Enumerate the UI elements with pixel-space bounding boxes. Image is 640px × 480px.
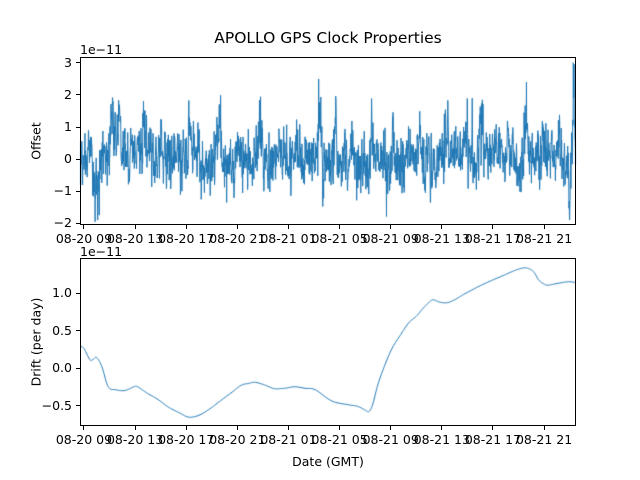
x-axis-label: Date (GMT) <box>292 454 364 469</box>
offset-x-tick-label: 08-21 09 <box>362 231 419 246</box>
drift-y-tick-mark <box>76 367 80 369</box>
drift-x-tick-label: 08-20 21 <box>209 432 266 447</box>
offset-y-tick-mark <box>76 190 80 192</box>
offset-y-tick-mark <box>76 126 80 128</box>
offset-x-tick-label: 08-21 17 <box>464 231 522 246</box>
offset-axes-frame <box>80 57 576 225</box>
drift-x-tick-label: 08-21 17 <box>464 432 522 447</box>
offset-x-tick-label: 08-21 13 <box>413 231 470 246</box>
offset-x-tick-label: 08-20 09 <box>55 231 113 246</box>
offset-x-tick-label: 08-21 05 <box>311 231 368 246</box>
offset-y-tick-label: −2 <box>53 215 72 231</box>
drift-x-tick-label: 08-21 05 <box>311 432 368 447</box>
drift-x-tick-mark <box>83 426 85 430</box>
drift-x-tick-label: 08-20 09 <box>55 432 113 447</box>
offset-y-tick-label: 2 <box>64 86 72 102</box>
drift-scale-factor-text: 1e−11 <box>80 244 123 259</box>
drift-x-tick-mark <box>441 426 443 430</box>
offset-y-tick-label: 0 <box>64 151 72 167</box>
offset-x-tick-mark <box>543 225 545 229</box>
drift-x-tick-mark <box>543 426 545 430</box>
offset-y-tick-label: 3 <box>64 54 72 70</box>
drift-y-tick-label: −0.5 <box>41 397 72 413</box>
drift-x-tick-label: 08-21 09 <box>362 432 419 447</box>
offset-x-tick-label: 08-21 01 <box>260 231 317 246</box>
drift-x-tick-mark <box>236 426 238 430</box>
offset-y-tick-mark <box>76 62 80 64</box>
offset-x-tick-mark <box>287 225 289 229</box>
offset-x-tick-mark <box>236 225 238 229</box>
offset-x-tick-mark <box>492 225 494 229</box>
offset-x-tick-label: 08-20 17 <box>158 231 215 246</box>
drift-x-tick-mark <box>492 426 494 430</box>
offset-x-tick-mark <box>134 225 136 229</box>
drift-x-tick-mark <box>339 426 341 430</box>
offset-y-axis-label: Offset <box>28 122 44 160</box>
drift-axes-frame <box>80 258 576 426</box>
drift-x-tick-label: 08-20 13 <box>106 432 164 447</box>
drift-y-tick-mark <box>76 292 80 294</box>
offset-x-tick-label: 08-20 21 <box>209 231 266 246</box>
offset-x-tick-mark <box>390 225 392 229</box>
offset-x-tick-mark <box>339 225 341 229</box>
offset-y-tick-mark <box>76 94 80 96</box>
drift-y-tick-label: 1.0 <box>52 285 72 301</box>
offset-x-tick-label: 08-21 21 <box>515 231 573 246</box>
drift-x-tick-label: 08-21 13 <box>413 432 470 447</box>
offset-x-tick-mark <box>83 225 85 229</box>
drift-x-tick-label: 08-21 21 <box>515 432 573 447</box>
drift-x-tick-mark <box>185 426 187 430</box>
chart-title: APOLLO GPS Clock Properties <box>214 29 442 47</box>
offset-x-tick-mark <box>441 225 443 229</box>
offset-x-tick-label: 08-20 13 <box>106 231 164 246</box>
drift-y-tick-mark <box>76 405 80 407</box>
offset-y-tick-mark <box>76 222 80 224</box>
offset-scale-factor-text: 1e−11 <box>80 42 123 57</box>
drift-y-axis-label: Drift (per day) <box>28 297 44 387</box>
offset-y-tick-label: 1 <box>64 119 72 135</box>
drift-x-tick-mark <box>134 426 136 430</box>
drift-x-tick-mark <box>287 426 289 430</box>
drift-x-tick-label: 08-21 01 <box>260 432 317 447</box>
drift-y-tick-mark <box>76 330 80 332</box>
drift-y-tick-label: 0.5 <box>52 322 72 338</box>
offset-y-tick-label: −1 <box>53 183 72 199</box>
drift-x-tick-mark <box>390 426 392 430</box>
offset-y-tick-mark <box>76 158 80 160</box>
drift-y-tick-label: 0.0 <box>52 360 72 376</box>
drift-x-tick-label: 08-20 17 <box>158 432 215 447</box>
offset-x-tick-mark <box>185 225 187 229</box>
